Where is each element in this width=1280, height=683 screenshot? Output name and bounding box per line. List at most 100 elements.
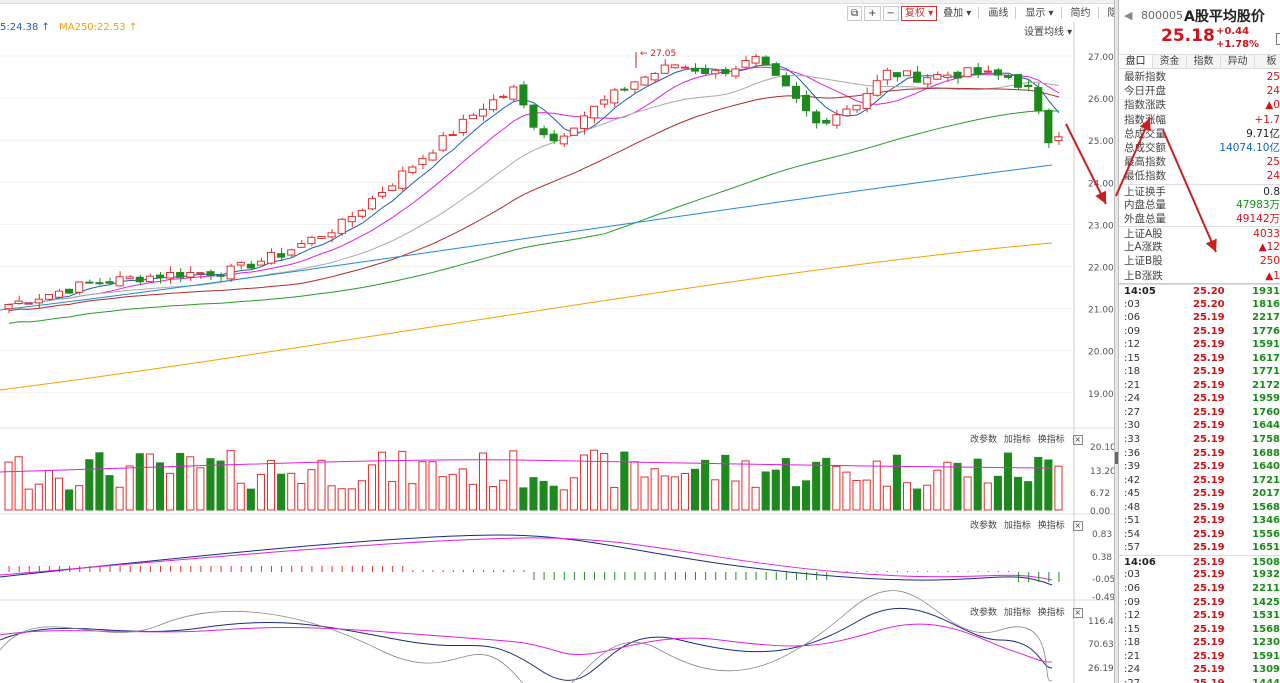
- trade-time: :18: [1124, 637, 1141, 649]
- tab-4[interactable]: 板: [1255, 55, 1280, 68]
- trade-time: :15: [1124, 623, 1141, 635]
- display-button[interactable]: 显示 ▾: [1025, 7, 1054, 19]
- tab-3[interactable]: 异动: [1221, 55, 1255, 68]
- add-indicator-button[interactable]: 加指标: [1003, 521, 1031, 531]
- trade-row: :57 25.19 1651: [1119, 541, 1280, 555]
- candle-body: [933, 73, 942, 80]
- draw-line-button[interactable]: 画线: [988, 7, 1009, 19]
- trade-volume: 2172: [1252, 379, 1280, 391]
- switch-indicator-button[interactable]: 换指标: [1037, 521, 1065, 531]
- trade-row: :09 25.19 1425: [1119, 596, 1280, 610]
- kdj-k-line: [0, 607, 1053, 681]
- simple-mode-button[interactable]: 简约: [1070, 7, 1091, 19]
- volume-bar: [610, 486, 619, 511]
- candle-body: [872, 80, 881, 96]
- candle-body: [226, 265, 235, 280]
- candle-body: [499, 95, 508, 98]
- trade-time: :09: [1124, 325, 1141, 337]
- volume-bar: [741, 460, 750, 511]
- volume-tick: 0.00: [1090, 507, 1110, 517]
- stat-row: 指数涨跌 ▲0: [1119, 98, 1280, 112]
- volume-panel-tools: 改参数 加指标 换指标 ×: [966, 432, 1083, 445]
- overlay-button[interactable]: 叠加 ▾: [943, 7, 972, 19]
- volume-bar: [731, 480, 740, 511]
- stat-value: 4033: [1253, 228, 1280, 241]
- candle-body: [307, 236, 316, 245]
- trade-price: 25.19: [1193, 352, 1225, 364]
- volume-bar: [630, 461, 639, 511]
- trade-price: 25.19: [1193, 664, 1225, 676]
- back-arrow-icon[interactable]: ◀: [1124, 9, 1133, 22]
- watchlist-icon[interactable]: [1276, 33, 1280, 45]
- trade-price: 25.19: [1193, 556, 1225, 568]
- candle-body: [115, 276, 124, 287]
- volume-bar: [206, 458, 215, 511]
- splitter-grip-icon[interactable]: [1115, 452, 1118, 464]
- volume-bars: [0, 449, 1063, 511]
- close-icon[interactable]: ×: [1072, 435, 1083, 445]
- stat-label: 指数涨跌: [1124, 99, 1166, 112]
- stat-label: 上B涨跌: [1124, 269, 1163, 282]
- candle-body: [256, 260, 265, 266]
- trade-price: 25.19: [1193, 583, 1225, 595]
- volume-tick: 20.10: [1090, 443, 1114, 453]
- tab-2[interactable]: 指数: [1187, 55, 1221, 68]
- candle-body: [731, 68, 740, 77]
- kline-chart[interactable]: 27.00 26.00 25.00 24.00 23.00 22.00 21.00 20.00…: [0, 0, 1114, 683]
- volume-bar: [600, 452, 609, 511]
- trade-price: 25.19: [1193, 461, 1225, 473]
- candle-body: [519, 84, 528, 106]
- trade-row: :54 25.19 1556: [1119, 528, 1280, 542]
- stat-value: 25: [1266, 71, 1280, 83]
- tab-0[interactable]: 盘口: [1119, 55, 1153, 68]
- add-indicator-button[interactable]: 加指标: [1003, 435, 1031, 445]
- volume-bar: [428, 461, 437, 511]
- volume-bar: [1024, 481, 1033, 511]
- ma250-line: [0, 242, 1053, 391]
- close-icon[interactable]: ×: [1072, 521, 1083, 531]
- trade-price: 25.20: [1193, 286, 1225, 297]
- trade-volume: 1556: [1252, 528, 1280, 540]
- trade-volume: 1346: [1252, 515, 1280, 527]
- price-change-pct: +1.78%: [1216, 39, 1260, 50]
- change-params-button[interactable]: 改参数: [970, 608, 998, 618]
- change-params-button[interactable]: 改参数: [970, 435, 998, 445]
- candle-body: [913, 71, 922, 83]
- macd-tick: -0.05: [1092, 575, 1114, 585]
- candle-body: [166, 272, 175, 279]
- trade-volume: 1644: [1252, 420, 1280, 432]
- volume-bar: [721, 454, 730, 511]
- add-indicator-button[interactable]: 加指标: [1003, 608, 1031, 618]
- trade-volume: 1425: [1252, 596, 1280, 608]
- volume-bar: [166, 472, 175, 511]
- tab-1[interactable]: 资金: [1153, 55, 1187, 68]
- volume-bar: [105, 475, 114, 511]
- stat-value: 14074.10亿: [1219, 141, 1280, 154]
- zoom-in-icon[interactable]: +: [864, 5, 881, 21]
- macd-panel: [0, 534, 1060, 586]
- ma120-line: [0, 164, 1053, 311]
- trade-row: :27 25.19 1444: [1119, 677, 1280, 683]
- ma-setting-button[interactable]: 设置均线 ▾: [1024, 27, 1073, 38]
- candle-body: [408, 166, 417, 173]
- candle-body: [650, 72, 659, 81]
- volume-tick: 6.72: [1090, 489, 1110, 499]
- trade-price: 25.19: [1193, 650, 1225, 662]
- stat-row: 总成交额 14074.10亿: [1119, 141, 1280, 155]
- price-tick: 20.00: [1088, 348, 1114, 358]
- change-params-button[interactable]: 改参数: [970, 521, 998, 531]
- screenshot-icon[interactable]: ⧉: [847, 5, 863, 21]
- trade-volume: 1771: [1252, 366, 1280, 378]
- trade-volume: 1651: [1252, 542, 1280, 554]
- panel-splitter[interactable]: [1114, 0, 1119, 683]
- stat-value: 24: [1266, 170, 1280, 183]
- volume-bar: [388, 481, 397, 511]
- switch-indicator-button[interactable]: 换指标: [1037, 608, 1065, 618]
- kdj-panel-tools: 改参数 加指标 换指标 ×: [966, 605, 1083, 618]
- zoom-out-icon[interactable]: −: [882, 5, 899, 21]
- volume-bar: [468, 483, 477, 511]
- switch-indicator-button[interactable]: 换指标: [1037, 435, 1065, 445]
- close-icon[interactable]: ×: [1072, 608, 1083, 618]
- restore-rights-button[interactable]: 复权 ▾: [900, 5, 938, 21]
- trade-volume: 1531: [1252, 610, 1280, 622]
